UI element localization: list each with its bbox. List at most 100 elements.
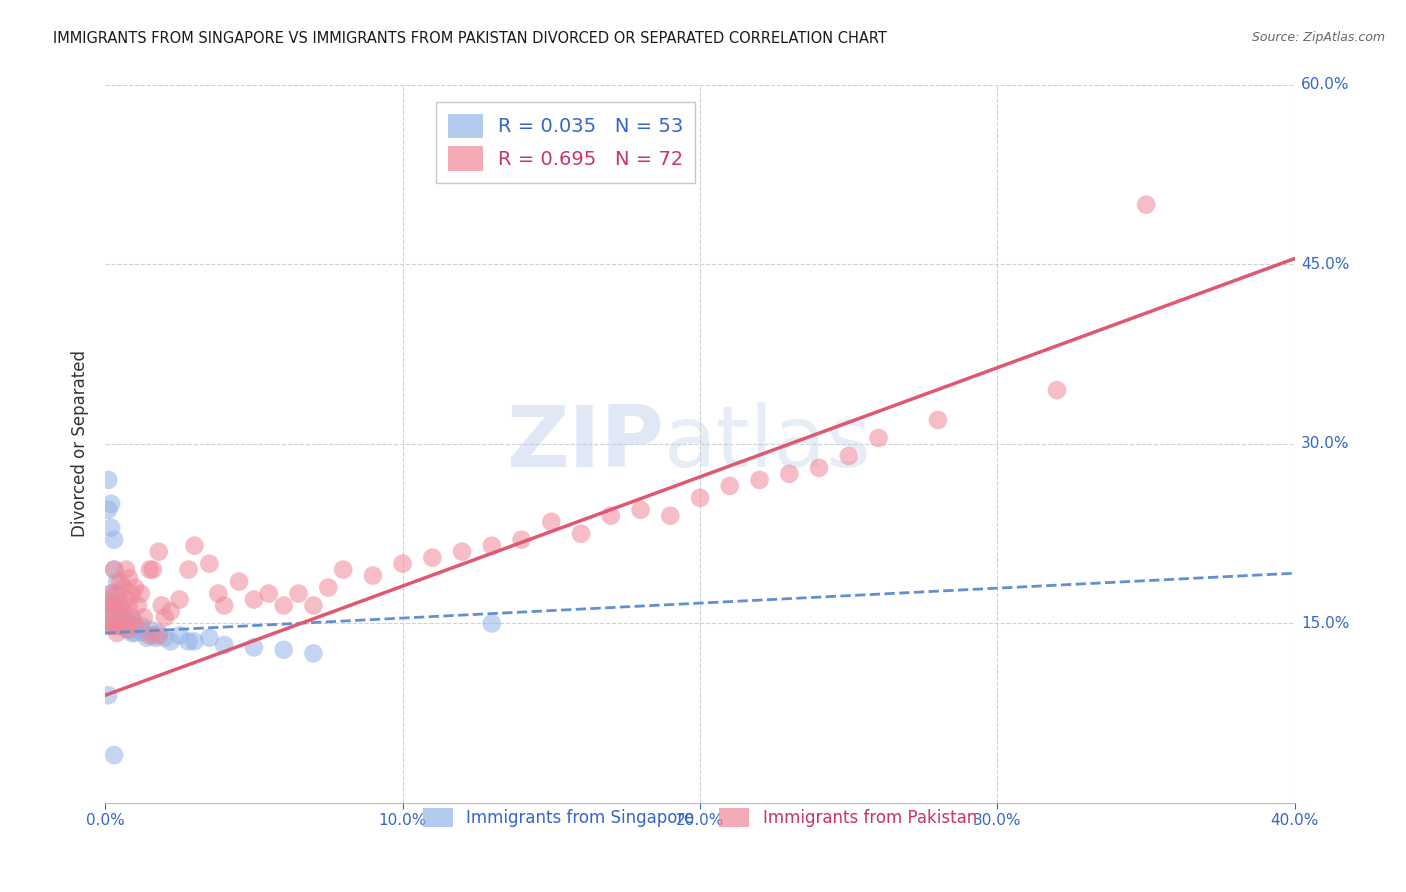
Point [599,508,621,523]
Point [115,610,138,624]
Point [103,533,125,547]
Point [148,628,170,642]
Point [100,619,122,633]
Point [1046,383,1069,397]
Point [112,619,135,633]
Point [150,599,173,613]
Point [105,626,128,640]
Point [273,642,295,657]
Point [153,631,176,645]
Point [689,491,711,505]
Point [108,599,131,613]
Point [103,748,125,763]
Point [142,628,165,642]
Point [97,502,120,516]
Point [124,626,146,640]
Text: 30.0%: 30.0% [1301,436,1350,451]
Point [103,610,125,624]
Point [121,586,143,600]
Point [302,599,325,613]
Point [391,557,413,571]
Point [142,563,165,577]
Point [148,544,170,558]
Point [243,640,266,655]
Point [100,605,122,619]
Point [97,599,120,613]
Point [127,599,149,613]
Point [207,586,229,600]
Point [97,619,120,633]
Point [159,605,181,619]
Point [302,646,325,660]
Point [112,581,135,595]
Point [108,574,131,589]
Point [659,508,682,523]
Y-axis label: Divorced or Separated: Divorced or Separated [72,351,89,538]
Point [243,592,266,607]
Point [105,605,128,619]
Point [124,619,146,633]
Point [316,581,339,595]
Point [103,599,125,613]
Point [132,610,155,624]
Point [481,616,503,631]
Point [1135,197,1157,211]
Point [212,638,235,652]
Point [97,688,120,702]
Point [97,592,120,607]
Point [115,592,138,607]
Point [183,634,205,648]
Point [118,599,141,613]
Point [108,599,131,613]
Point [118,623,141,637]
Point [228,574,250,589]
Point [569,526,592,541]
Point [115,619,138,633]
Point [121,626,143,640]
Point [100,586,122,600]
Point [121,619,143,633]
Point [257,586,280,600]
Point [112,610,135,624]
Point [112,605,135,619]
Point [183,539,205,553]
Point [100,610,122,624]
Point [808,461,831,475]
Point [105,586,128,600]
Point [135,631,157,645]
Point [273,599,295,613]
Point [177,634,200,648]
Point [105,574,128,589]
Point [115,623,138,637]
Text: Source: ZipAtlas.com: Source: ZipAtlas.com [1251,31,1385,45]
Point [481,539,503,553]
Point [198,557,221,571]
Point [129,586,152,600]
Text: IMMIGRANTS FROM SINGAPORE VS IMMIGRANTS FROM PAKISTAN DIVORCED OR SEPARATED CORR: IMMIGRANTS FROM SINGAPORE VS IMMIGRANTS … [53,31,887,46]
Point [630,502,652,516]
Point [127,623,149,637]
Point [118,571,141,585]
Point [112,610,135,624]
Point [838,449,860,463]
Text: 45.0%: 45.0% [1301,257,1350,272]
Point [124,581,146,595]
Point [118,614,141,628]
Point [169,592,191,607]
Point [145,631,167,645]
Point [108,619,131,633]
Point [100,586,122,600]
Point [422,550,444,565]
Point [451,544,474,558]
Point [198,631,221,645]
Point [159,634,181,648]
Point [100,619,122,633]
Point [115,563,138,577]
Point [129,619,152,633]
Point [139,563,162,577]
Point [105,586,128,600]
Text: atlas: atlas [665,402,872,485]
Point [148,626,170,640]
Point [103,619,125,633]
Point [332,563,354,577]
